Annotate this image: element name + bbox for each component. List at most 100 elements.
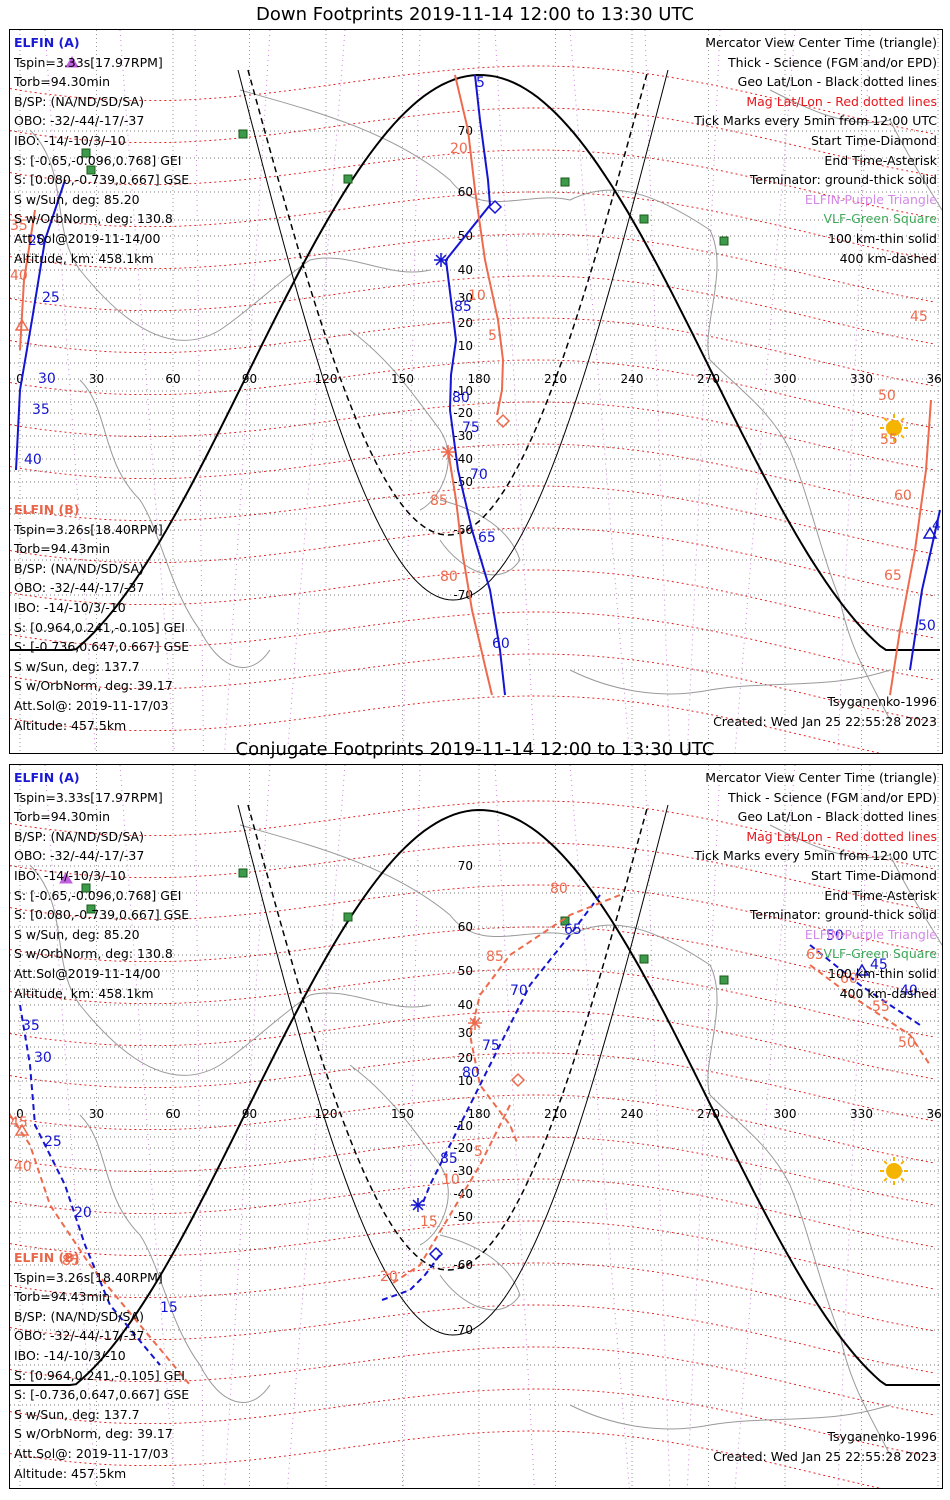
mag-lon-line (644, 765, 671, 1488)
continent-outline (709, 1094, 891, 1456)
info-line: OBO: -32/-44/-17/-37 (14, 580, 145, 596)
lon-tick-label: 330 (850, 1107, 873, 1121)
elfin-a-tick-label: 25 (42, 290, 60, 306)
elfin-b-tick-label: 60 (894, 488, 912, 504)
vlf-square (81, 883, 91, 893)
continent-outline (769, 89, 942, 211)
mag-lat-line (10, 1388, 935, 1458)
info-line: IBO: -14/-10/3/-10 (14, 599, 126, 615)
elfin-b-info: ELFIN (B) Tspin=3.26s[18.40RPM] Torb=94.… (14, 1248, 189, 1483)
info-line: S w/OrbNorm, deg: 39.17 (14, 678, 173, 694)
info-line: OBO: -32/-44/-17/-37 (14, 113, 145, 129)
elfin-b-tick-label: 55 (880, 432, 898, 448)
model-label: Tsyganenko-1996 (827, 694, 937, 709)
info-line: S: [0.964,0.241,-0.105] GEI (14, 1367, 185, 1383)
info-line: S w/OrbNorm, deg: 39.17 (14, 1426, 173, 1442)
lon-tick-label: 210 (544, 372, 567, 386)
legend-line: 400 km-dashed (839, 250, 937, 266)
info-line: B/SP: (NA/ND/SD/SA) (14, 1308, 144, 1324)
elfin-a-info: ELFIN (A) Tspin=3.33s[17.97RPM] Torb=94.… (14, 33, 189, 268)
start-diamond (495, 413, 511, 429)
elfin-purple-triangle (65, 56, 79, 68)
continent-outline (239, 824, 718, 1096)
sun-ray (900, 1177, 905, 1182)
lon-tick-label: 60 (165, 1107, 180, 1121)
elfin-b-tick-label: 20 (380, 1269, 398, 1285)
legend-line: Mag Lat/Lon - Red dotted lines (746, 828, 937, 844)
info-line: Torb=94.43min (14, 541, 111, 557)
end-asterisk (412, 1199, 424, 1211)
lat-tick-label: -50 (453, 1210, 473, 1224)
mag-lon-line (686, 765, 721, 1488)
info-line: Altitude, km: 458.1km (14, 250, 154, 266)
mag-lat-line (10, 107, 935, 177)
created-label: Created: Wed Jan 25 22:55:28 2023 (713, 1449, 937, 1464)
mag-lat-line (10, 527, 935, 597)
elfin-b-tick-label: 35 (10, 218, 28, 234)
elfin-a-tick-label: 35 (32, 402, 50, 418)
elfin-b-tick-label: 50 (898, 1035, 916, 1051)
elfin-a-tick-label: 5 (476, 75, 485, 91)
info-line: S: [-0.736,0.647,0.667] GSE (14, 639, 190, 655)
legend-line: Mercator View Center Time (triangle) (705, 770, 937, 785)
elfin-a-track (15, 179, 66, 471)
mag-lat-line (10, 485, 935, 555)
lat-tick-label: -50 (453, 475, 473, 489)
elfin-a-tick-label: 40 (24, 452, 42, 468)
elfin-a-tick-label: 45 (932, 518, 942, 534)
info-line: B/SP: (NA/ND/SD/SA) (14, 560, 144, 576)
mag-lat-line (10, 401, 935, 471)
continent-outline (439, 1234, 521, 1311)
legend-line: Mercator View Center Time (triangle) (705, 35, 937, 50)
elfin-b-tick-label: 40 (10, 268, 28, 284)
elfin-b-tick-label: 5 (488, 328, 497, 344)
mag-lon-line (44, 765, 96, 1488)
mag-lon-line (837, 765, 871, 1488)
legend-line: VLF-Green Square (823, 211, 937, 227)
elfin-a-tick-label: 75 (482, 1038, 500, 1054)
elfin-a-tick-label: 15 (160, 1300, 178, 1316)
sun-icon (886, 420, 902, 436)
mag-lat-line (10, 359, 935, 429)
elfin-a-tick-label: 35 (22, 1018, 40, 1034)
mag-lon-line (286, 30, 346, 753)
mag-lat-line (10, 1010, 935, 1080)
elfin-purple-triangle (59, 872, 73, 884)
elfin-b-tick-label: 85 (486, 949, 504, 965)
info-line: Torb=94.30min (14, 809, 111, 825)
mag-lat-line (10, 842, 935, 912)
lat-tick-label: 40 (458, 263, 473, 277)
elfin-a-track (421, 894, 601, 1206)
elfin-b-tick-label: 10 (442, 1172, 460, 1188)
created-label: Created: Wed Jan 25 22:55:28 2023 (713, 714, 937, 729)
mag-lon-line (494, 30, 535, 753)
lon-tick-label: 300 (774, 372, 797, 386)
elfin-a-track (444, 74, 506, 696)
elfin-b-tick-label: 60 (840, 971, 858, 987)
elfin-a-tick-label: 65 (564, 922, 582, 938)
legend-line: Geo Lat/Lon - Black dotted lines (737, 809, 937, 825)
center-triangle (922, 526, 938, 539)
continent-outline (79, 1114, 271, 1403)
sun-ray (883, 417, 888, 422)
line-400km (247, 804, 649, 1271)
mag-lat-line (10, 275, 935, 345)
sun-ray (883, 434, 888, 439)
legend-line: ELFIN-Purple Triangle (804, 191, 937, 207)
end-asterisk (469, 1017, 481, 1029)
lon-tick-label: 30 (89, 1107, 104, 1121)
info-line: S: [-0.65,-0.096,0.768] GEI (14, 887, 182, 903)
mag-lon-line (224, 30, 271, 753)
legend-line: End Time-Asterisk (824, 887, 937, 903)
lat-tick-label: 30 (458, 1026, 473, 1040)
info-line: IBO: -14/-10/3/-10 (14, 1347, 126, 1363)
mag-lat-line (10, 1136, 935, 1206)
info-line: Torb=94.30min (14, 74, 111, 90)
elfin-b-header: ELFIN (B) (14, 1250, 80, 1265)
vlf-square (343, 174, 353, 184)
legend-line: Thick - Science (FGM and/or EPD) (728, 54, 937, 70)
mag-lat-line (10, 1430, 882, 1488)
mag-lat-line (10, 65, 935, 135)
elfin-a-header: ELFIN (A) (14, 770, 80, 785)
elfin-b-tick-label: 40 (14, 1159, 32, 1175)
